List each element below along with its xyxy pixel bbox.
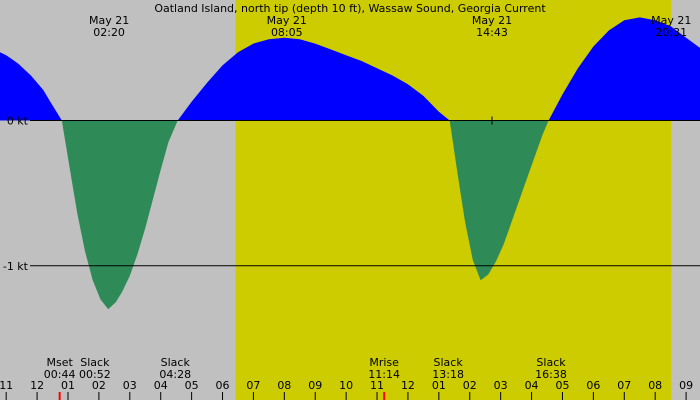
chart-title: Oatland Island, north tip (depth 10 ft),… — [154, 2, 546, 15]
y-tick-label-1: -1 kt — [3, 260, 29, 273]
event-title-3: Mrise — [369, 356, 399, 369]
hour-tick-label-9: 08 — [277, 379, 291, 392]
event-title-2: Slack — [161, 356, 191, 369]
hour-tick-label-21: 08 — [648, 379, 662, 392]
current-areas — [0, 17, 700, 310]
peak-time-label-1: 08:05 — [271, 26, 303, 39]
event-time-2: 04:28 — [159, 368, 191, 381]
event-title-0: Mset — [46, 356, 73, 369]
flood-area-0 — [0, 52, 62, 121]
hour-tick-label-1: 12 — [30, 379, 44, 392]
event-title-5: Slack — [536, 356, 566, 369]
ebb-area-1 — [61, 120, 178, 310]
hour-tick-label-13: 12 — [401, 379, 415, 392]
peak-time-label-2: 14:43 — [476, 26, 508, 39]
hour-tick-label-3: 02 — [92, 379, 106, 392]
peak-date-label-0: May 21 — [89, 14, 129, 27]
hour-tick-label-16: 03 — [494, 379, 508, 392]
event-time-3: 11:14 — [368, 368, 400, 381]
event-title-1: Slack — [80, 356, 110, 369]
hour-tick-label-0: 11 — [0, 379, 13, 392]
hour-ticks: 11 12 01 02 03 04 05 06 07 08 09 10 11 12 01 02 03 04 05 06… — [0, 379, 693, 400]
flood-area-2 — [177, 37, 450, 121]
crossing-marker-group — [488, 116, 497, 125]
peak-date-label-3: May 21 — [651, 14, 691, 27]
ebb-area-3 — [449, 120, 549, 281]
hour-tick-label-20: 07 — [617, 379, 631, 392]
hour-tick-label-6: 05 — [185, 379, 199, 392]
hour-tick-label-15: 02 — [463, 379, 477, 392]
crossing-marker — [488, 116, 497, 125]
hour-tick-label-17: 04 — [525, 379, 539, 392]
hour-tick-label-19: 06 — [586, 379, 600, 392]
flood-area-4 — [548, 17, 700, 121]
hour-tick-label-4: 03 — [123, 379, 137, 392]
hour-tick-label-10: 09 — [308, 379, 322, 392]
hour-tick-label-22: 09 — [679, 379, 693, 392]
hour-tick-label-8: 07 — [246, 379, 260, 392]
peak-time-label-0: 02:20 — [93, 26, 125, 39]
hour-tick-label-12: 11 — [370, 379, 384, 392]
hour-tick-label-5: 04 — [154, 379, 168, 392]
event-time-0: 00:44 — [44, 368, 76, 381]
event-title-4: Slack — [434, 356, 464, 369]
hour-tick-label-7: 06 — [216, 379, 230, 392]
peak-date-label-1: May 21 — [267, 14, 307, 27]
peak-time-label-3: 20:31 — [655, 26, 687, 39]
hour-tick-label-2: 01 — [61, 379, 75, 392]
peak-date-label-2: May 21 — [472, 14, 512, 27]
hour-tick-label-11: 10 — [339, 379, 353, 392]
y-tick-label-0: 0 kt — [7, 115, 29, 128]
event-time-5: 16:38 — [535, 368, 567, 381]
reference-lines — [30, 120, 700, 267]
event-time-4: 13:18 — [432, 368, 464, 381]
event-time-1: 00:52 — [79, 368, 111, 381]
hour-tick-label-14: 01 — [432, 379, 446, 392]
event-labels: Mset00:44Slack00:52Slack04:28Mrise11:14S… — [44, 356, 567, 381]
hour-tick-label-18: 05 — [555, 379, 569, 392]
y-axis-labels: 0 kt -1 kt — [3, 115, 29, 273]
